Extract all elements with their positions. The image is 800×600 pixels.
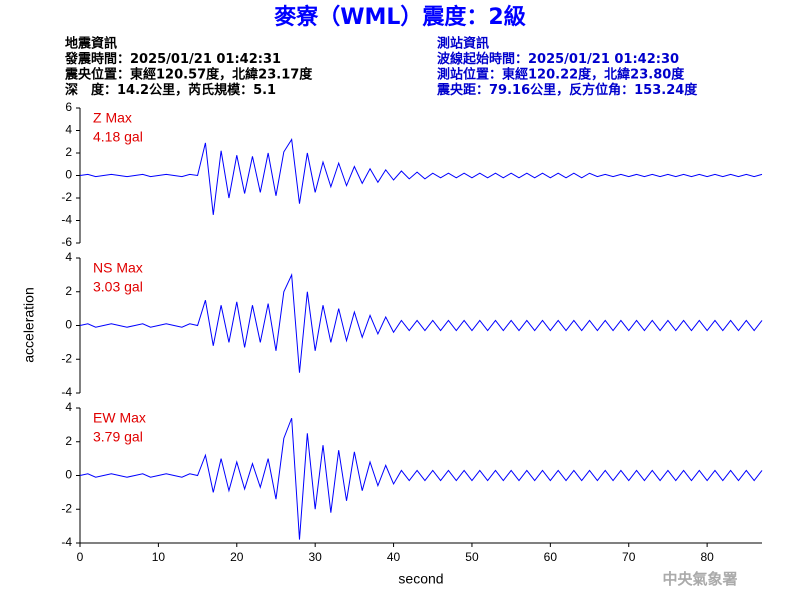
y-tick-label: 2 bbox=[65, 434, 72, 448]
y-tick-label: -4 bbox=[61, 213, 72, 227]
y-tick-label: 4 bbox=[65, 123, 72, 137]
x-tick-label: 20 bbox=[230, 550, 244, 564]
info-text: 震央距：79.16公里，反方位角：153.24度 bbox=[436, 82, 698, 98]
waveform bbox=[79, 138, 763, 215]
y-tick-label: 0 bbox=[65, 468, 72, 482]
y-tick-label: 0 bbox=[65, 318, 72, 332]
y-tick-label: -4 bbox=[61, 535, 72, 549]
annotation: 4.18 gal bbox=[93, 129, 143, 145]
info-text: 測站位置：東經120.22度，北緯23.80度 bbox=[437, 67, 685, 83]
y-tick-label: -2 bbox=[61, 501, 72, 515]
x-tick-label: 40 bbox=[387, 550, 401, 564]
x-tick-label: 50 bbox=[465, 550, 479, 564]
y-tick-label: 4 bbox=[65, 400, 72, 414]
x-tick-label: 70 bbox=[622, 550, 636, 564]
annotation: EW Max bbox=[93, 410, 146, 426]
x-axis-label: second bbox=[398, 571, 443, 587]
annotation: NS Max bbox=[93, 260, 143, 276]
watermark: 中央氣象署 bbox=[662, 570, 737, 588]
info-text: 波線起始時間：2025/01/21 01:42:30 bbox=[437, 51, 679, 67]
y-tick-label: -2 bbox=[61, 190, 72, 204]
y-tick-label: 2 bbox=[65, 145, 72, 159]
annotation: 3.03 gal bbox=[93, 279, 143, 295]
x-tick-label: 0 bbox=[77, 550, 84, 564]
info-text: 地震資訊 bbox=[65, 36, 117, 52]
info-text: 測站資訊 bbox=[437, 36, 489, 52]
y-tick-label: -6 bbox=[61, 235, 72, 249]
x-tick-label: 80 bbox=[700, 550, 714, 564]
y-axis-label: acceleration bbox=[21, 287, 37, 363]
y-tick-label: -2 bbox=[61, 351, 72, 365]
y-tick-label: 2 bbox=[65, 284, 72, 298]
y-tick-label: 0 bbox=[65, 168, 72, 182]
y-tick-label: -4 bbox=[61, 385, 72, 399]
info-text: 發震時間：2025/01/21 01:42:31 bbox=[64, 51, 281, 67]
y-tick-label: 4 bbox=[65, 250, 72, 264]
waveform bbox=[79, 272, 763, 373]
annotation: Z Max bbox=[93, 110, 132, 126]
info-text: 震央位置：東經120.57度，北緯23.17度 bbox=[64, 67, 313, 83]
waveform bbox=[79, 417, 763, 540]
title: 麥寮（WML）震度：2級 bbox=[273, 4, 526, 30]
annotation: 3.79 gal bbox=[93, 429, 143, 445]
y-tick-label: 6 bbox=[65, 100, 72, 114]
info-text: 深 度：14.2公里，芮氏規模：5.1 bbox=[65, 82, 276, 98]
x-tick-label: 10 bbox=[152, 550, 166, 564]
x-tick-label: 30 bbox=[308, 550, 322, 564]
x-tick-label: 60 bbox=[544, 550, 558, 564]
